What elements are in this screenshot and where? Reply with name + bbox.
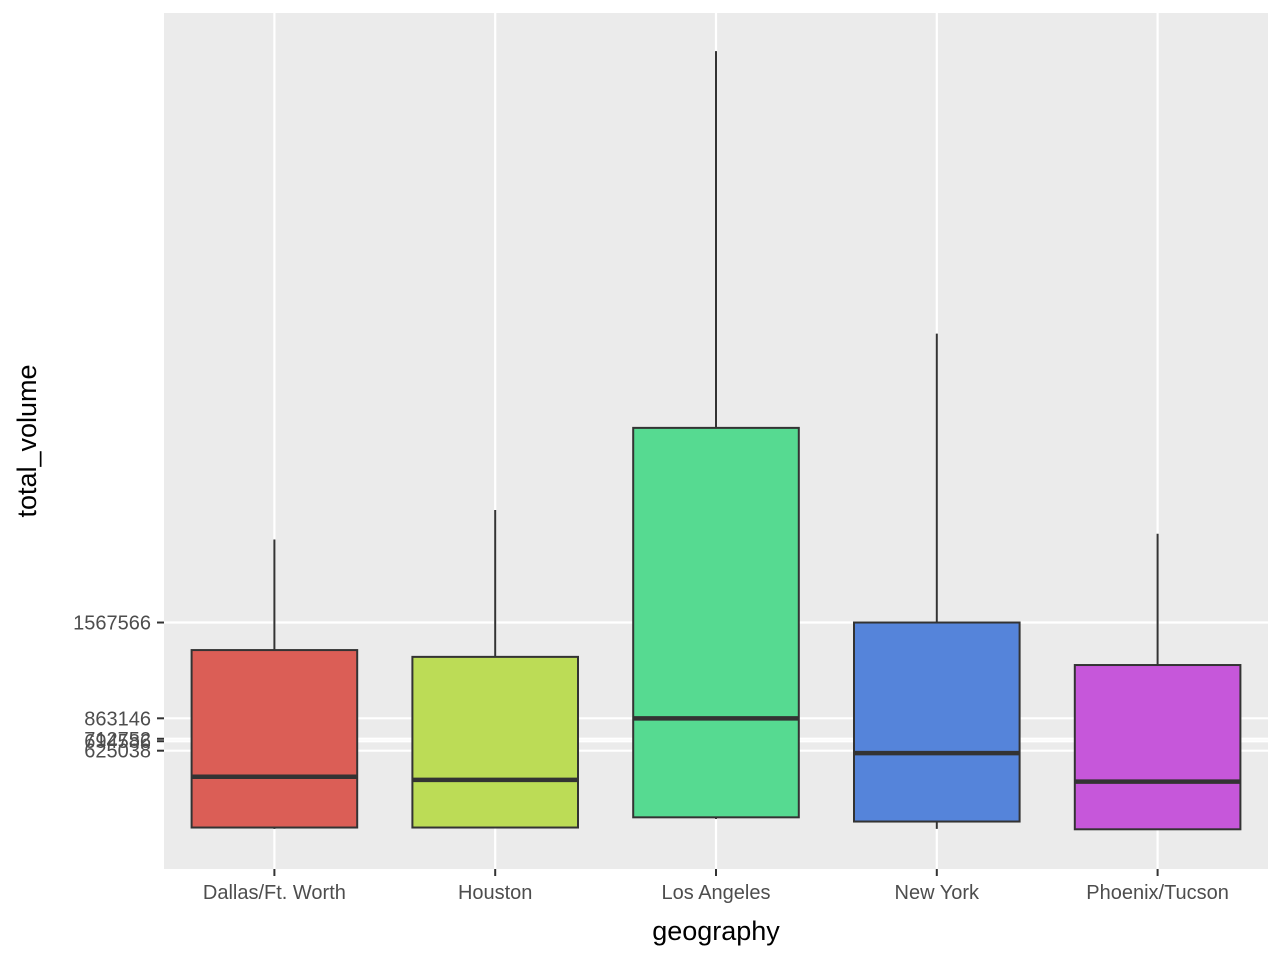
box-iqr	[190, 649, 359, 829]
box-iqr	[1073, 664, 1242, 831]
x-tick-label: New York	[895, 882, 980, 904]
x-tick-label: Dallas/Ft. Worth	[203, 882, 346, 904]
y-axis-title: total_volume	[12, 364, 42, 517]
y-tick-label: 863146	[84, 708, 151, 730]
x-tick-label: Houston	[458, 882, 533, 904]
box-iqr	[411, 655, 579, 829]
box-iqr	[853, 621, 1021, 823]
x-tick-label: Los Angeles	[662, 882, 771, 904]
boxes-layer	[190, 51, 1242, 831]
y-tick-label: 694586	[84, 731, 151, 753]
y-tick-label: 1567566	[73, 613, 151, 635]
y-tick-label: 625038	[84, 741, 151, 763]
box-iqr	[632, 426, 800, 819]
x-axis-title: geography	[652, 916, 780, 946]
y-tick-label: 712752	[84, 729, 151, 751]
x-tick-label: Phoenix/Tucson	[1086, 882, 1229, 904]
x-axis: Dallas/Ft. Worth Houston Los Angeles New Yo…	[203, 869, 1229, 904]
